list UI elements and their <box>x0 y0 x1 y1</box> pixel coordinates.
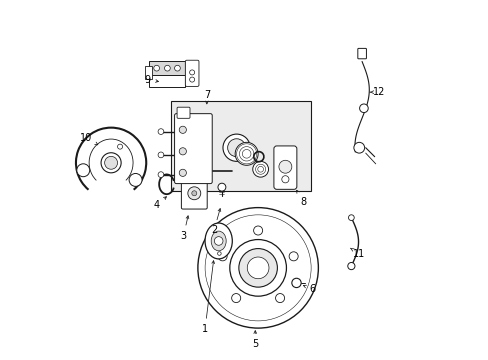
Text: 9: 9 <box>144 75 158 85</box>
FancyBboxPatch shape <box>357 48 366 59</box>
Circle shape <box>179 126 186 134</box>
Text: 3: 3 <box>180 216 188 240</box>
Circle shape <box>359 104 367 113</box>
Circle shape <box>281 176 288 183</box>
Text: 4: 4 <box>153 197 166 210</box>
Circle shape <box>189 70 194 75</box>
Circle shape <box>218 252 226 261</box>
Text: 2: 2 <box>210 208 220 235</box>
FancyBboxPatch shape <box>177 107 190 118</box>
FancyBboxPatch shape <box>181 177 207 209</box>
Circle shape <box>291 278 301 288</box>
Text: 1: 1 <box>202 261 214 334</box>
Circle shape <box>179 148 186 155</box>
Bar <box>149 75 185 87</box>
Text: 12: 12 <box>369 87 385 97</box>
Circle shape <box>353 142 364 153</box>
Circle shape <box>278 160 291 173</box>
Circle shape <box>229 239 286 296</box>
Bar <box>171 101 310 191</box>
Circle shape <box>347 262 354 270</box>
Circle shape <box>247 257 268 279</box>
Ellipse shape <box>204 223 232 259</box>
Bar <box>145 66 151 79</box>
Text: 11: 11 <box>349 248 365 258</box>
Circle shape <box>214 237 223 245</box>
Circle shape <box>198 208 318 328</box>
Text: 6: 6 <box>303 284 315 294</box>
Circle shape <box>153 65 159 71</box>
Circle shape <box>204 215 310 321</box>
Circle shape <box>158 172 163 177</box>
Bar <box>149 61 185 75</box>
FancyBboxPatch shape <box>185 60 199 86</box>
Circle shape <box>235 142 258 165</box>
Circle shape <box>104 156 117 169</box>
Circle shape <box>158 129 163 134</box>
Ellipse shape <box>211 231 226 251</box>
Circle shape <box>348 215 353 221</box>
Circle shape <box>227 139 245 157</box>
Circle shape <box>158 152 163 158</box>
Circle shape <box>187 187 201 200</box>
Circle shape <box>217 252 221 255</box>
FancyBboxPatch shape <box>273 146 296 189</box>
Text: 8: 8 <box>296 190 306 207</box>
Circle shape <box>288 252 298 261</box>
Circle shape <box>253 226 262 235</box>
Text: 10: 10 <box>80 133 98 145</box>
Circle shape <box>174 65 180 71</box>
Circle shape <box>117 144 122 149</box>
Circle shape <box>179 169 186 176</box>
Circle shape <box>252 161 268 177</box>
Circle shape <box>231 293 240 303</box>
Circle shape <box>223 134 250 161</box>
Text: 7: 7 <box>203 90 209 104</box>
Circle shape <box>189 77 194 82</box>
Circle shape <box>218 183 225 191</box>
Circle shape <box>101 153 121 173</box>
Circle shape <box>129 174 142 186</box>
Circle shape <box>238 249 277 287</box>
Circle shape <box>275 293 284 303</box>
Circle shape <box>191 191 196 196</box>
Circle shape <box>77 164 89 177</box>
Text: 5: 5 <box>252 331 258 349</box>
FancyBboxPatch shape <box>174 114 212 184</box>
Circle shape <box>164 65 170 71</box>
